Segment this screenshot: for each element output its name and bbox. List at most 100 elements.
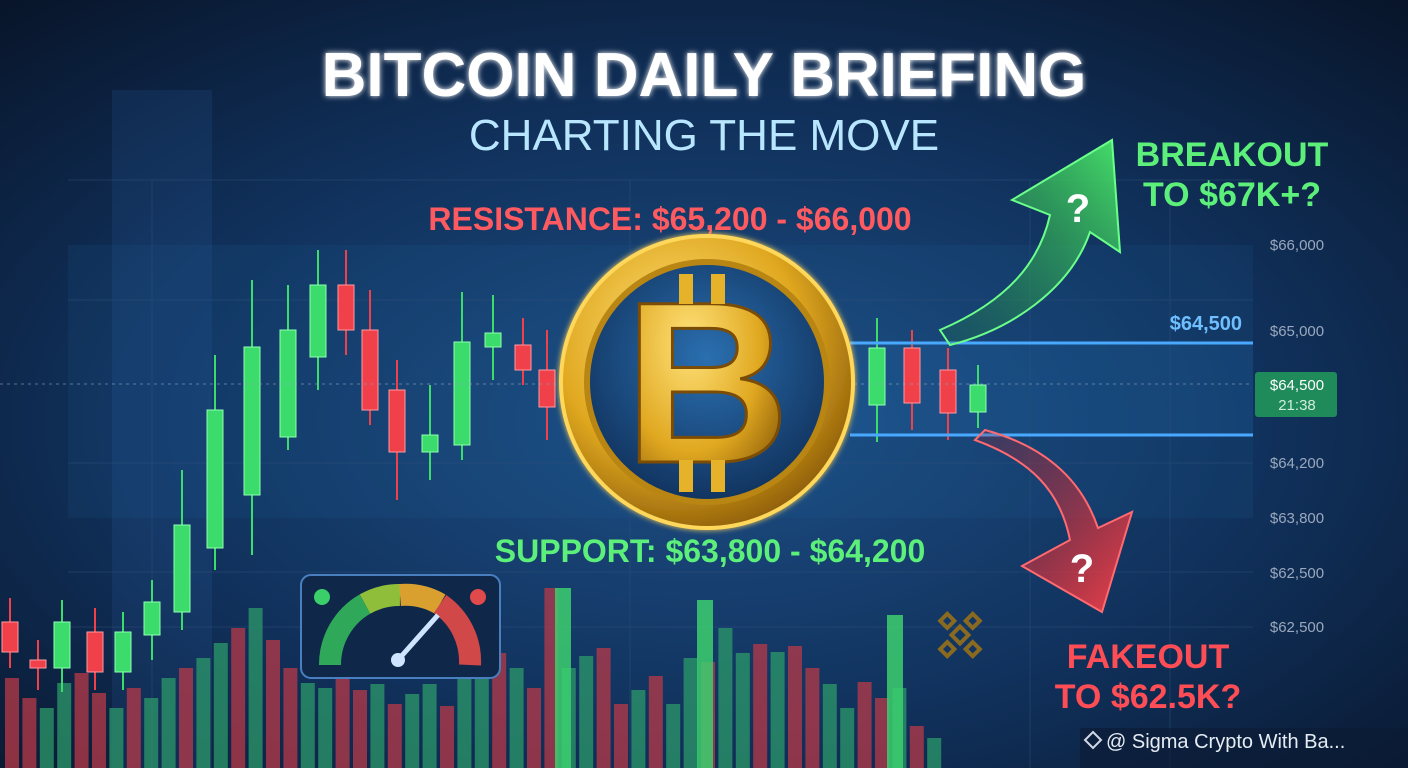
bear-icon [470, 589, 486, 605]
watermark-bg [1080, 728, 1408, 768]
volume-bar [927, 738, 942, 768]
volume-bar [335, 676, 350, 768]
volume-bar [440, 706, 454, 768]
gauge-needle [396, 613, 440, 662]
volume-bar [840, 708, 855, 768]
bitcoin-tick [711, 460, 725, 492]
volume-bar [457, 668, 472, 768]
watermark: @ Sigma Crypto With Ba... [1106, 731, 1345, 753]
volume-bar [770, 652, 785, 768]
current-price-box [1255, 372, 1337, 417]
volume-bar [370, 684, 385, 768]
volume-bar [22, 698, 37, 768]
volume-bar [231, 628, 246, 768]
volume-bar [474, 676, 489, 768]
breakout-question: ? [1066, 187, 1090, 231]
volume-bar [909, 726, 924, 768]
volume-bar [683, 658, 698, 768]
volume-bar [527, 688, 541, 768]
candle-body [1, 621, 19, 653]
volume-bar [57, 683, 72, 768]
candle-body [337, 284, 355, 331]
volume-bar [387, 704, 402, 768]
volume-bar [144, 698, 159, 768]
gauge-arc [399, 583, 446, 614]
volume-bar [300, 683, 315, 768]
candle-body [939, 369, 957, 414]
volume-bar [614, 704, 628, 768]
watermark-icon [1083, 730, 1103, 750]
volume-bar [805, 668, 820, 768]
fakeout-line-1: FAKEOUT [1067, 638, 1230, 676]
candles [1, 250, 987, 692]
volume-bar [196, 658, 211, 768]
fakeout-line-2: TO $62.5K? [1055, 678, 1241, 716]
volume-bar [788, 646, 802, 768]
candle-body [361, 329, 379, 411]
volume-bar [74, 673, 89, 768]
candle-body [143, 601, 161, 636]
volume-bar [126, 688, 141, 768]
volume-bar [596, 648, 611, 768]
breakout-arrow [938, 138, 1122, 347]
volume-bar [179, 668, 193, 768]
candle-body [206, 409, 224, 549]
sentiment-gauge [300, 574, 501, 679]
bitcoin-tick [679, 274, 693, 304]
resistance-label: RESISTANCE: $65,200 - $66,000 [428, 201, 911, 237]
gauge-arc [318, 594, 371, 666]
volume-bar [318, 688, 333, 768]
candle-body [868, 347, 886, 406]
price-label: $64,200 [1270, 455, 1324, 472]
price-label: $62,500 [1270, 619, 1324, 636]
volume-bar [697, 600, 713, 768]
volume-bar [544, 588, 559, 768]
volume-bar [405, 694, 420, 768]
range-marker-label: $64,500 [1170, 313, 1242, 335]
volume-bar [579, 656, 594, 768]
bitcoin-tick [711, 274, 725, 304]
volume-bar [213, 643, 228, 768]
volume-bar [248, 608, 263, 768]
breakout-line-2: TO $67K+? [1143, 176, 1321, 214]
bitcoin-symbol: B [624, 254, 790, 511]
volume-bar [666, 704, 681, 768]
candle-body [538, 369, 556, 408]
candle-body [388, 389, 406, 453]
candle-body [29, 659, 47, 669]
price-label: $66,000 [1270, 237, 1324, 254]
volume-bar [648, 676, 663, 768]
title: BITCOIN DAILY BRIEFING [322, 41, 1087, 110]
gauge-arc [433, 594, 482, 666]
gauge-arc [359, 584, 401, 614]
volume-bar [5, 678, 19, 768]
volume-bar [109, 708, 124, 768]
gauge-hub [391, 653, 405, 667]
volume-bar [822, 684, 837, 768]
volume-bar [353, 690, 367, 768]
volume-bar [555, 588, 571, 768]
candle-body [484, 332, 502, 348]
candle-body [173, 524, 191, 613]
subtitle: CHARTING THE MOVE [469, 111, 939, 160]
volume-bar [718, 628, 733, 768]
price-label: $65,000 [1270, 323, 1324, 340]
current-price: $64,500 [1270, 377, 1324, 394]
current-timer: 21:38 [1278, 397, 1316, 414]
volume-bar [39, 708, 54, 768]
candle-body [903, 347, 921, 404]
volume-bar [422, 684, 437, 768]
candle-body [421, 434, 439, 453]
volume-bar [509, 668, 524, 768]
support-label: SUPPORT: $63,800 - $64,200 [495, 533, 925, 569]
candle-body [53, 621, 71, 669]
volume-bar [283, 668, 298, 768]
exchange-logo [937, 610, 983, 660]
bitcoin-tick [679, 460, 693, 492]
volume-bar [631, 690, 646, 768]
volume-bar [753, 644, 768, 768]
volume-bar [492, 653, 507, 768]
volume-bars [5, 588, 942, 768]
